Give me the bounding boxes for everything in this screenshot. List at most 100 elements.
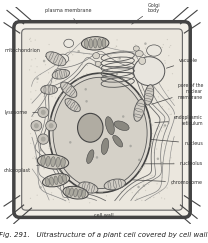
Ellipse shape: [63, 128, 64, 129]
Ellipse shape: [108, 156, 109, 157]
Ellipse shape: [124, 141, 125, 143]
Ellipse shape: [70, 147, 71, 148]
Ellipse shape: [43, 168, 45, 169]
Ellipse shape: [161, 177, 163, 178]
Ellipse shape: [89, 96, 90, 97]
Ellipse shape: [137, 186, 140, 188]
Ellipse shape: [50, 159, 51, 161]
Ellipse shape: [113, 135, 123, 147]
Ellipse shape: [76, 153, 77, 154]
Ellipse shape: [62, 197, 63, 199]
Ellipse shape: [32, 158, 33, 159]
Ellipse shape: [135, 116, 136, 117]
Ellipse shape: [60, 77, 61, 78]
Ellipse shape: [164, 198, 165, 200]
Ellipse shape: [94, 117, 95, 118]
Ellipse shape: [116, 82, 117, 84]
Text: endoplasmic
reticulum: endoplasmic reticulum: [155, 115, 203, 126]
Ellipse shape: [128, 70, 129, 71]
Ellipse shape: [51, 176, 52, 177]
Ellipse shape: [93, 84, 94, 85]
Ellipse shape: [146, 121, 147, 122]
Ellipse shape: [56, 157, 60, 167]
Ellipse shape: [173, 163, 174, 164]
Ellipse shape: [148, 184, 149, 185]
Ellipse shape: [39, 186, 42, 189]
FancyBboxPatch shape: [22, 29, 182, 210]
Ellipse shape: [162, 47, 163, 48]
Ellipse shape: [111, 70, 113, 71]
Ellipse shape: [30, 99, 32, 100]
Ellipse shape: [51, 86, 53, 87]
Ellipse shape: [71, 52, 72, 54]
Ellipse shape: [72, 54, 73, 55]
Text: Fig. 291.   Ultrastructure of a plant cell covered by cell wall.: Fig. 291. Ultrastructure of a plant cell…: [0, 232, 208, 238]
Ellipse shape: [49, 73, 151, 193]
Ellipse shape: [120, 163, 121, 164]
Ellipse shape: [126, 125, 127, 127]
Text: vacuole: vacuole: [166, 58, 198, 68]
Ellipse shape: [58, 175, 62, 184]
Ellipse shape: [42, 185, 43, 186]
Ellipse shape: [130, 52, 131, 53]
Ellipse shape: [81, 127, 82, 128]
Ellipse shape: [84, 168, 85, 170]
Ellipse shape: [135, 44, 136, 45]
Ellipse shape: [65, 141, 66, 142]
Ellipse shape: [71, 118, 72, 119]
Ellipse shape: [51, 157, 55, 167]
Ellipse shape: [116, 45, 117, 47]
Ellipse shape: [57, 144, 58, 145]
Ellipse shape: [39, 130, 40, 132]
Ellipse shape: [72, 122, 73, 123]
Ellipse shape: [92, 55, 94, 56]
Ellipse shape: [163, 127, 165, 128]
Ellipse shape: [70, 171, 71, 172]
Ellipse shape: [42, 86, 43, 87]
Ellipse shape: [65, 99, 80, 112]
Ellipse shape: [115, 47, 116, 49]
Ellipse shape: [142, 110, 144, 111]
Ellipse shape: [34, 156, 35, 157]
Ellipse shape: [102, 191, 103, 192]
Ellipse shape: [154, 152, 155, 153]
Ellipse shape: [30, 143, 31, 144]
Ellipse shape: [156, 183, 158, 184]
Ellipse shape: [40, 74, 41, 75]
Ellipse shape: [41, 112, 42, 113]
Ellipse shape: [34, 123, 39, 128]
Ellipse shape: [53, 146, 54, 147]
Ellipse shape: [158, 91, 159, 92]
Ellipse shape: [35, 157, 38, 160]
Ellipse shape: [38, 107, 49, 117]
Ellipse shape: [105, 117, 114, 135]
Ellipse shape: [109, 175, 110, 176]
Text: nucleus: nucleus: [150, 139, 203, 146]
Ellipse shape: [98, 117, 99, 119]
Ellipse shape: [65, 56, 66, 58]
Ellipse shape: [46, 156, 50, 166]
Ellipse shape: [43, 96, 45, 97]
Ellipse shape: [162, 106, 163, 107]
Ellipse shape: [92, 118, 93, 119]
Text: mitochondrion: mitochondrion: [4, 48, 53, 58]
Ellipse shape: [87, 65, 88, 66]
Ellipse shape: [163, 44, 164, 45]
Ellipse shape: [132, 192, 133, 193]
Ellipse shape: [108, 102, 109, 104]
Ellipse shape: [138, 159, 140, 161]
Ellipse shape: [123, 104, 124, 105]
Ellipse shape: [96, 74, 97, 75]
Ellipse shape: [93, 39, 97, 48]
Ellipse shape: [42, 174, 69, 187]
Ellipse shape: [64, 43, 66, 44]
Ellipse shape: [42, 137, 43, 139]
Ellipse shape: [137, 50, 139, 52]
Ellipse shape: [148, 97, 149, 99]
Ellipse shape: [139, 171, 140, 173]
Ellipse shape: [172, 73, 173, 74]
Ellipse shape: [74, 126, 75, 127]
Ellipse shape: [134, 99, 145, 121]
Ellipse shape: [44, 94, 45, 95]
Ellipse shape: [157, 157, 159, 160]
